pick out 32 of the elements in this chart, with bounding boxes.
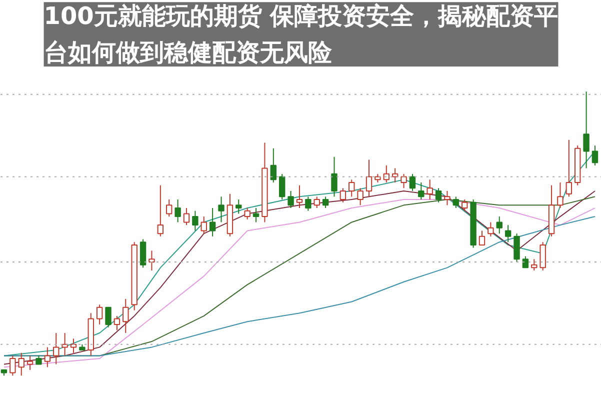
candlestick bbox=[209, 208, 216, 237]
candlestick bbox=[383, 164, 390, 183]
candlestick bbox=[26, 355, 34, 370]
candlestick bbox=[531, 258, 538, 272]
candlestick bbox=[540, 242, 546, 272]
candlestick bbox=[340, 188, 346, 203]
candlestick bbox=[470, 199, 476, 248]
candlestick bbox=[218, 196, 224, 223]
candlestick bbox=[374, 173, 381, 183]
candlestick bbox=[157, 184, 164, 237]
candlestick bbox=[148, 250, 155, 272]
candlestick bbox=[270, 148, 277, 183]
candlestick bbox=[278, 173, 286, 200]
candlestick bbox=[226, 193, 234, 237]
candlestick bbox=[418, 182, 424, 200]
candlestick bbox=[122, 298, 129, 334]
candlestick bbox=[557, 182, 564, 209]
candlestick bbox=[322, 196, 329, 209]
candlestick bbox=[435, 188, 442, 203]
chart-title: 100元就能玩的期货 保障投资安全，揭秘配资平台如何做到稳健配资无风险 bbox=[44, 2, 558, 66]
candlestick bbox=[314, 196, 320, 209]
candlestick bbox=[244, 208, 250, 220]
candlestick bbox=[131, 242, 138, 311]
candlestick bbox=[452, 196, 460, 209]
candlestick bbox=[488, 222, 494, 237]
candlestick bbox=[583, 91, 590, 169]
candlestick bbox=[305, 196, 312, 212]
candlestick bbox=[53, 332, 60, 365]
candlestick bbox=[409, 173, 416, 192]
candlestick bbox=[574, 145, 581, 186]
candlestick bbox=[462, 199, 468, 212]
candlestick bbox=[548, 184, 555, 237]
